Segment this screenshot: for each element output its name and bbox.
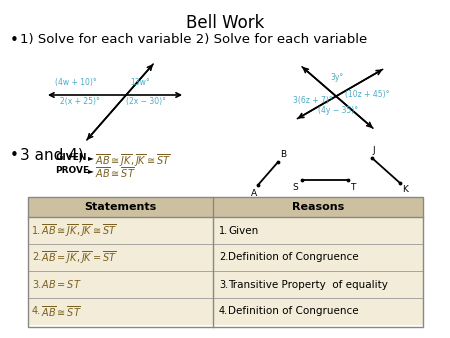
- Text: (10z + 45)°: (10z + 45)°: [345, 90, 390, 99]
- Text: 3y°: 3y°: [330, 73, 343, 82]
- Text: B: B: [280, 150, 286, 159]
- Bar: [28, 271, 423, 298]
- Text: 3.: 3.: [219, 280, 228, 290]
- Text: GIVEN: GIVEN: [55, 153, 86, 162]
- Text: PROVE: PROVE: [55, 166, 89, 175]
- Text: 1.: 1.: [219, 225, 228, 236]
- Text: (4w + 10)°: (4w + 10)°: [55, 78, 97, 87]
- Text: 4.: 4.: [219, 307, 228, 316]
- Text: Bell Work: Bell Work: [186, 14, 264, 32]
- Text: $AB = ST$: $AB = ST$: [41, 279, 81, 290]
- Text: 2.: 2.: [32, 252, 41, 263]
- Text: A: A: [251, 189, 257, 198]
- Text: Definition of Congruence: Definition of Congruence: [228, 307, 359, 316]
- Text: 4.: 4.: [32, 307, 41, 316]
- Text: Transitive Property  of equality: Transitive Property of equality: [228, 280, 388, 290]
- Text: Statements: Statements: [85, 202, 157, 212]
- Text: S: S: [292, 183, 298, 192]
- Text: 1) Solve for each variable 2) Solve for each variable: 1) Solve for each variable 2) Solve for …: [20, 33, 367, 46]
- Text: ►: ►: [88, 153, 94, 162]
- Text: $\overline{AB} \cong \overline{JK}, \overline{JK} \cong \overline{ST}$: $\overline{AB} \cong \overline{JK}, \ove…: [95, 152, 171, 169]
- Text: Reasons: Reasons: [292, 202, 344, 212]
- Text: ►: ►: [88, 166, 94, 175]
- Text: (2x − 30)°: (2x − 30)°: [126, 97, 166, 106]
- Text: Definition of Congruence: Definition of Congruence: [228, 252, 359, 263]
- Bar: [28, 244, 423, 271]
- Text: •: •: [10, 148, 19, 163]
- Text: $\overline{AB}\cong\overline{ST}$: $\overline{AB}\cong\overline{ST}$: [41, 304, 81, 319]
- Text: J: J: [372, 146, 374, 155]
- Text: 3.: 3.: [32, 280, 41, 290]
- Text: 2(x + 25)°: 2(x + 25)°: [60, 97, 100, 106]
- Text: 1.: 1.: [32, 225, 41, 236]
- Text: 3(6z + 7)°: 3(6z + 7)°: [293, 96, 333, 105]
- Text: $\overline{AB}\cong\overline{JK},\overline{JK}\cong\overline{ST}$: $\overline{AB}\cong\overline{JK},\overli…: [41, 222, 117, 239]
- Bar: [28, 197, 423, 327]
- Text: 2.: 2.: [219, 252, 228, 263]
- Text: $\overline{AB} \cong \overline{ST}$: $\overline{AB} \cong \overline{ST}$: [95, 165, 135, 180]
- Text: •: •: [10, 33, 19, 48]
- Text: K: K: [402, 185, 408, 194]
- Text: 3 and 4): 3 and 4): [20, 148, 84, 163]
- Bar: [28, 298, 423, 325]
- Text: 13w°: 13w°: [130, 78, 150, 87]
- Text: Given: Given: [228, 225, 258, 236]
- Bar: [28, 197, 423, 217]
- Text: (4y − 35)°: (4y − 35)°: [318, 106, 358, 115]
- Text: $\overline{AB}=\overline{JK},\overline{JK}=\overline{ST}$: $\overline{AB}=\overline{JK},\overline{J…: [41, 249, 117, 266]
- Bar: [28, 217, 423, 244]
- Text: T: T: [350, 183, 356, 192]
